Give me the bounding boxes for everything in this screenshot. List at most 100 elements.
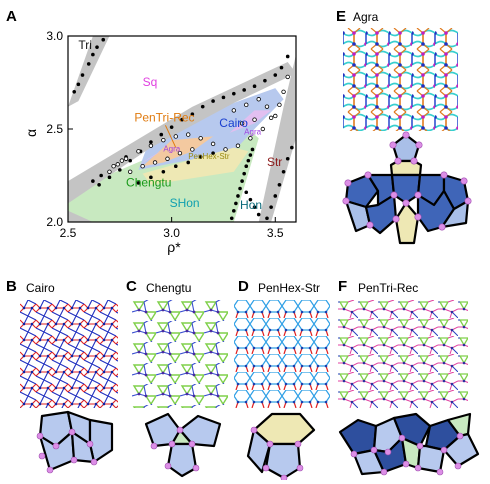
data-point-s0-37 [211,151,215,155]
panel-letter-e: E [336,8,347,25]
data-point-s1-29 [239,121,245,126]
data-point-s1-21 [177,150,183,156]
data-point-s1-11 [248,136,253,141]
data-point-s0-57 [277,183,282,187]
panel-title-cairo: Cairo [26,281,55,295]
panel-title-pentri-rec: PenTri-Rec [358,281,419,295]
data-point-s0-59 [285,156,290,161]
data-point-s0-23 [263,78,267,83]
data-point-s0-39 [238,186,242,191]
data-point-s1-1 [123,156,129,161]
data-point-s0-28 [99,173,103,178]
region-label-3: Cairo [219,116,248,130]
data-point-s0-52 [232,209,236,213]
region-label-9: Hon [240,198,262,212]
cairo-tile-cluster [36,410,114,474]
data-point-s1-26 [264,104,270,109]
panel-title-chengtu: Chengtu [146,281,192,295]
data-point-s0-6 [101,37,106,42]
data-point-s1-15 [281,89,286,94]
data-point-s0-1 [76,82,81,87]
region-penhex-str [142,147,249,185]
data-point-s0-13 [159,132,164,137]
coexistence-band-right [258,54,296,222]
data-point-s0-35 [186,160,191,165]
data-point-s0-21 [242,88,246,92]
agra-lattice [343,28,458,131]
data-point-s0-46 [244,190,249,195]
data-point-s0-34 [173,164,178,168]
data-point-s1-20 [165,156,170,161]
data-point-s0-32 [149,175,153,180]
region-label-4: Agra [244,128,261,137]
data-point-s1-23 [231,108,237,113]
data-point-s0-16 [190,112,195,116]
data-point-s0-43 [246,158,251,163]
pentri-rec-tile-cluster [338,412,480,476]
data-point-s0-18 [211,99,215,103]
penhex-str-lattice [234,300,330,408]
data-point-s1-28 [252,117,257,122]
penhex-str-tile-cluster [246,412,316,480]
data-point-s0-48 [252,205,257,209]
data-point-s0-56 [273,194,278,198]
panel-letter-a: A [6,8,17,25]
region-label-1: Sq [143,75,158,89]
data-point-s0-7 [97,183,101,187]
data-point-s1-17 [127,169,133,174]
data-point-s0-2 [80,73,85,77]
data-point-s0-53 [229,216,234,221]
data-point-s0-26 [285,54,290,59]
data-point-s0-17 [200,104,205,109]
data-point-s0-45 [250,147,255,152]
data-point-s1-2 [136,149,141,154]
data-point-s1-13 [268,115,274,121]
data-point-s0-5 [95,45,99,49]
x-tick-label-2: 3.5 [267,226,284,240]
region-label-0: Tri [78,38,92,52]
region-label-5: PenHex-Str [188,152,230,161]
region-agra [229,110,272,133]
region-label-2: PenTri-Rec [134,111,194,125]
data-point-s0-60 [290,145,294,150]
data-point-s1-7 [198,136,203,141]
data-point-s1-24 [244,102,249,108]
chengtu-tile-cluster [144,412,222,478]
data-point-s0-44 [248,153,253,157]
data-point-s1-12 [260,126,266,132]
x-axis-label: ρ* [167,239,181,255]
panel-title-penhex-str: PenHex-Str [258,281,321,295]
pentri-rec-pointer [164,125,177,148]
data-point-s1-10 [235,143,241,148]
data-point-s1-25 [256,97,261,102]
data-point-s1-18 [140,163,145,169]
data-point-s0-24 [273,73,278,77]
data-point-s1-8 [210,141,216,147]
y-tick-label-0: 2.0 [46,215,63,229]
data-point-s1-5 [173,134,178,139]
data-point-s0-4 [91,52,95,57]
data-point-s0-40 [240,179,244,183]
data-point-s0-31 [136,181,141,185]
y-axis-label: α [23,129,39,137]
data-point-s1-31 [115,162,120,167]
data-point-s1-6 [186,132,191,137]
region-label-6: Str [267,155,282,169]
data-point-s0-36 [198,155,203,159]
data-point-s1-3 [148,143,154,148]
panel-letter-d: D [238,278,249,295]
data-point-s0-47 [248,197,253,202]
agra-tile-cluster [342,131,472,245]
x-tick-label-1: 3.0 [163,226,180,240]
pentri-rec-lattice [338,300,468,408]
data-point-s1-22 [190,147,195,152]
coexistence-band-upper [68,62,296,204]
data-point-s1-16 [285,74,290,80]
data-point-s0-54 [265,216,269,221]
data-point-s0-19 [221,95,226,100]
y-tick-label-2: 3.0 [46,29,63,43]
data-point-s0-25 [279,65,284,70]
data-point-s0-0 [72,90,77,94]
x-tick-label-0: 2.5 [60,226,77,240]
